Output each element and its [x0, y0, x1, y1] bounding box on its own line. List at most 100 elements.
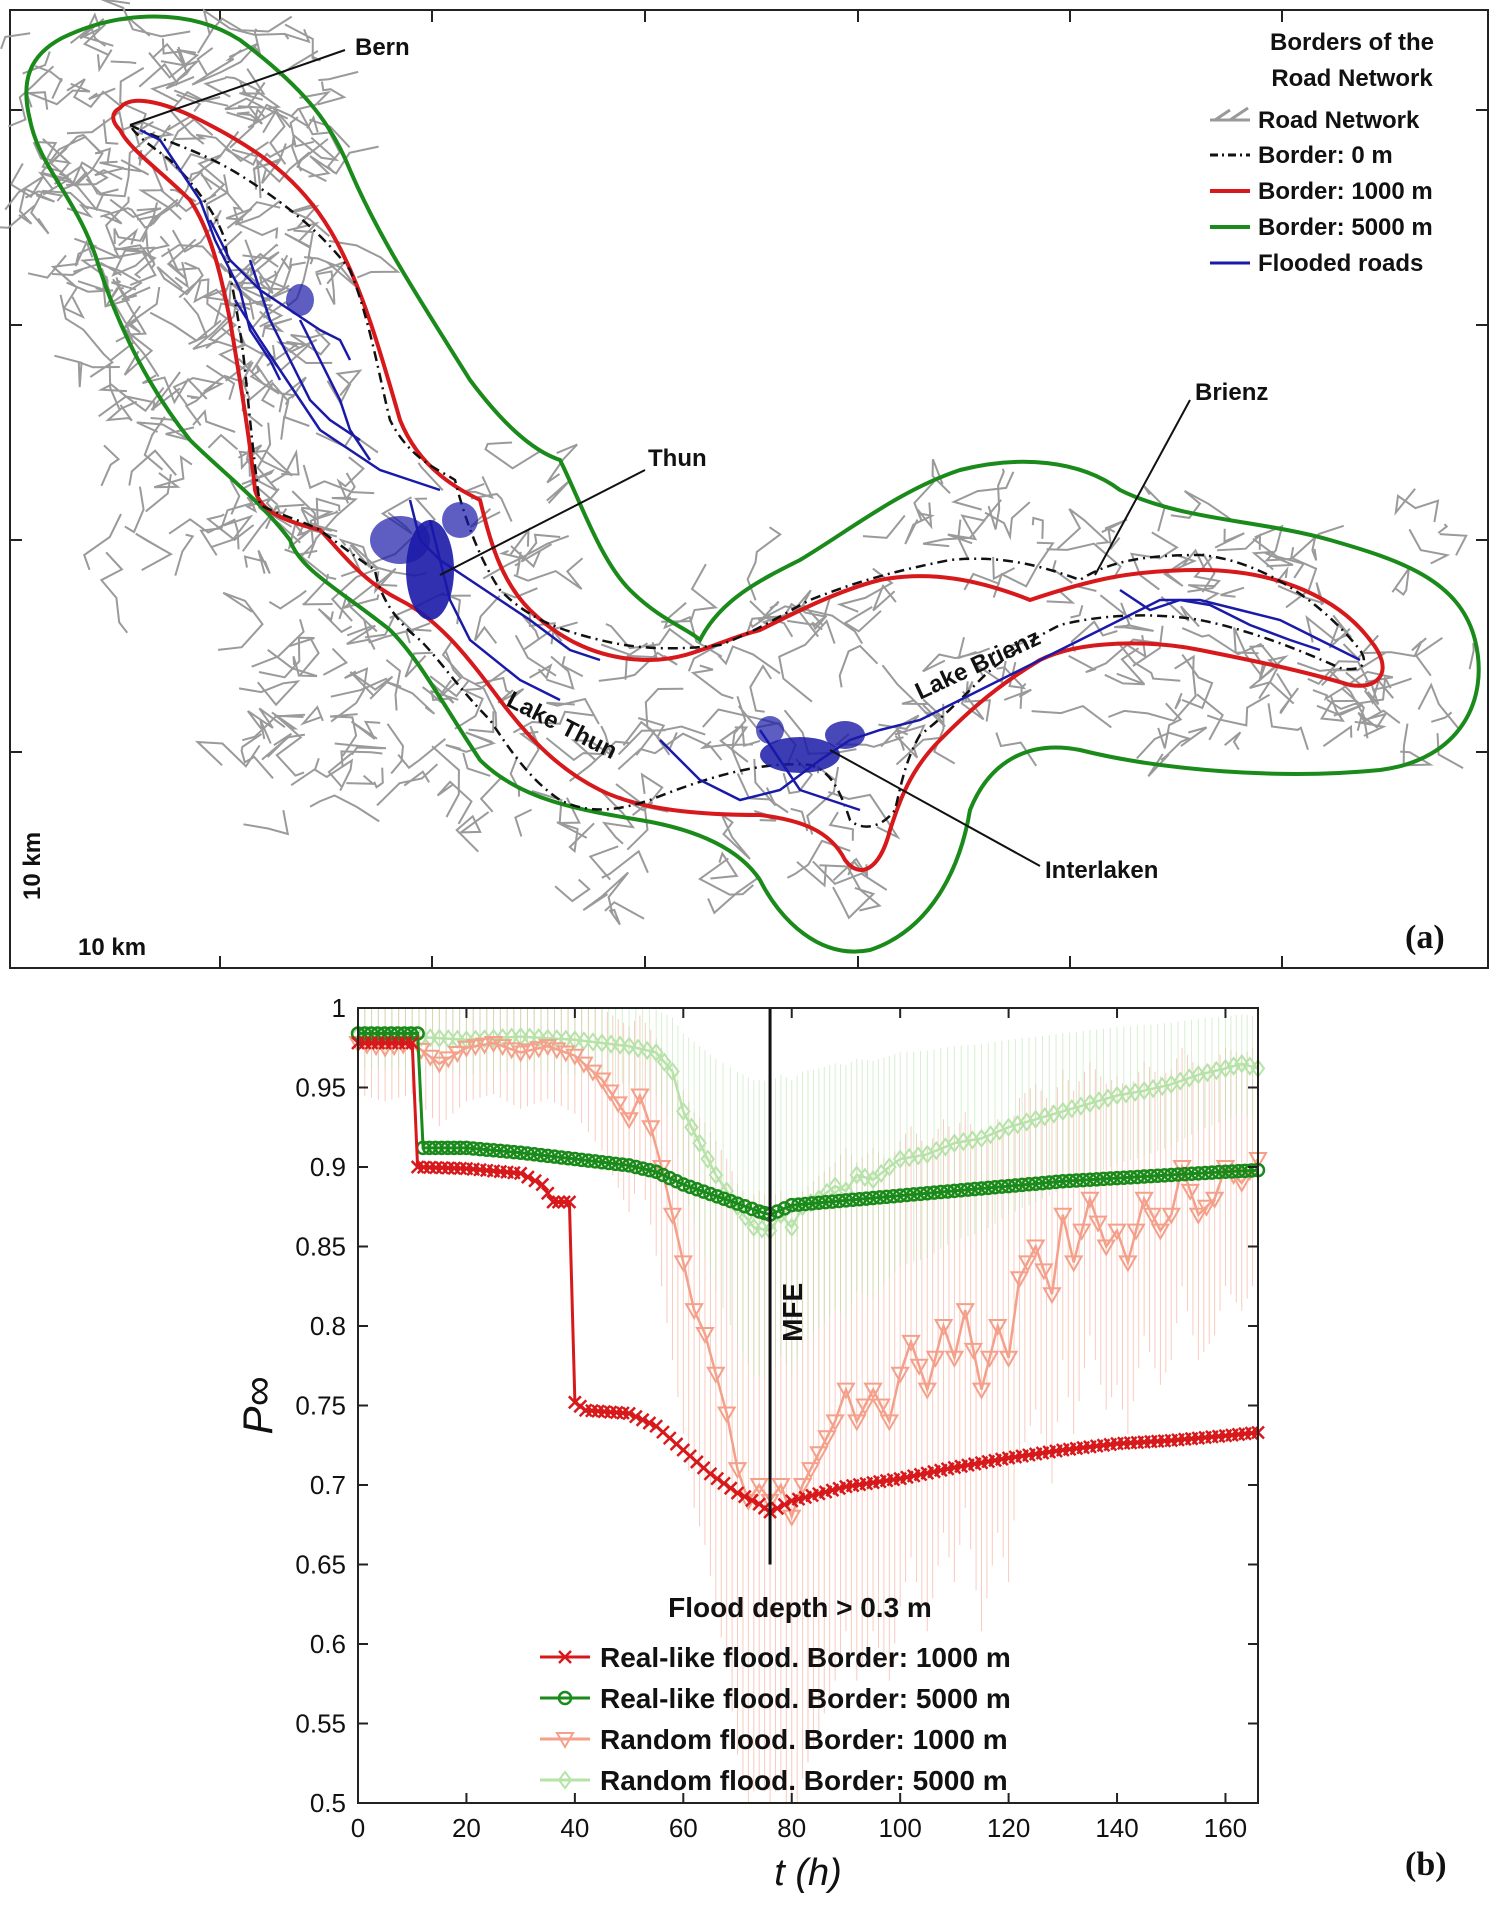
- marker-x: [717, 1476, 731, 1491]
- road-segment: [83, 513, 122, 571]
- marker-circle: [1082, 1172, 1098, 1187]
- road-segment: [217, 591, 264, 651]
- scale-label-y: 10 km: [19, 832, 46, 900]
- marker-x: [557, 1195, 571, 1209]
- road-segment: [1031, 704, 1112, 729]
- road-segment: [922, 704, 946, 728]
- x-tick-label: 160: [1204, 1813, 1247, 1843]
- legend-label: Random flood. Border: 5000 m: [600, 1765, 1008, 1796]
- road-segment: [1408, 528, 1451, 565]
- marker-circle: [696, 1184, 711, 1199]
- marker-x: [745, 1493, 759, 1508]
- marker-diamond: [1226, 1056, 1241, 1076]
- road-segment: [1363, 637, 1427, 658]
- axes-layer: 0 20 40 60 80 100 120 140 160 0.5 0.55 0.6 0.65 0.7 0.…: [234, 993, 1259, 1894]
- marker-diamond: [1242, 1056, 1258, 1076]
- road-segment: [232, 206, 279, 239]
- marker-triangle: [727, 1462, 748, 1480]
- marker-circle: [574, 1152, 589, 1168]
- svg-text:Border: 1000 m: Border: 1000 m: [1258, 178, 1433, 205]
- marker-circle: [1089, 1172, 1104, 1187]
- road-segment: [832, 886, 876, 920]
- road-segment: [710, 851, 739, 880]
- marker-x: [777, 1497, 792, 1512]
- marker-triangle: [988, 1319, 1008, 1337]
- marker-triangle: [917, 1382, 938, 1400]
- marker-diamond: [746, 1217, 762, 1238]
- marker-circle: [913, 1186, 928, 1202]
- road-segment: [166, 238, 197, 280]
- marker-circle: [1123, 1170, 1138, 1185]
- marker-circle: [560, 1151, 576, 1166]
- marker-x: [703, 1466, 718, 1481]
- road-segment: [640, 772, 664, 811]
- y-tick-label: 0.95: [295, 1073, 346, 1103]
- marker-circle: [486, 1143, 501, 1158]
- road-segment: [1132, 625, 1164, 667]
- road-segment: [253, 261, 306, 291]
- road-segment: [166, 118, 196, 152]
- marker-diamond: [1218, 1058, 1233, 1079]
- road-segment: [787, 614, 828, 631]
- road-segment: [1174, 654, 1195, 672]
- road-segment: [299, 705, 324, 726]
- road-segment: [904, 512, 935, 545]
- marker-circle: [1204, 1165, 1220, 1180]
- road-segment: [570, 725, 613, 762]
- road-segment: [244, 239, 279, 267]
- marker-circle: [994, 1179, 1010, 1194]
- road-segment: [205, 513, 255, 542]
- marker-circle: [499, 1144, 515, 1159]
- marker-circle: [1042, 1175, 1057, 1190]
- marker-circle: [377, 1026, 392, 1041]
- road-segment: [984, 501, 1031, 541]
- road-segment: [588, 845, 619, 881]
- marker-triangle: [871, 1398, 891, 1416]
- marker-triangle: [749, 1478, 769, 1496]
- marker-diamond: [513, 1026, 528, 1047]
- marker-circle: [953, 1183, 969, 1198]
- road-segment: [464, 475, 494, 500]
- marker-triangle: [782, 1509, 802, 1527]
- panel-label-a: (a): [1405, 919, 1445, 956]
- marker-circle: [859, 1191, 874, 1206]
- legend-title: Flood depth > 0.3 m: [668, 1592, 932, 1623]
- marker-x: [628, 1409, 643, 1424]
- road-segment: [1142, 484, 1166, 532]
- y-tick-label: 0.9: [310, 1152, 346, 1182]
- marker-triangle: [901, 1334, 921, 1352]
- road-segment: [960, 681, 985, 721]
- marker-circle: [587, 1154, 603, 1169]
- road-segment: [265, 503, 305, 530]
- road-segment: [172, 376, 225, 407]
- svg-text:Road Network: Road Network: [1258, 107, 1420, 134]
- road-segment: [1104, 672, 1146, 686]
- marker-diamond: [594, 1033, 610, 1053]
- road-segment: [334, 742, 387, 756]
- marker-circle: [1116, 1170, 1132, 1185]
- place-label-interlaken: Interlaken: [1045, 857, 1158, 884]
- road-segment: [1107, 527, 1121, 551]
- marker-triangle: [955, 1303, 975, 1321]
- marker-circle: [872, 1190, 888, 1205]
- marker-circle: [974, 1181, 989, 1196]
- marker-circle: [682, 1179, 698, 1195]
- road-segment: [362, 618, 432, 644]
- road-segment: [149, 311, 222, 342]
- series-line: [357, 1033, 1259, 1232]
- marker-triangle: [641, 1120, 661, 1138]
- marker-circle: [906, 1187, 921, 1202]
- road-segment: [546, 697, 600, 725]
- road-segment: [1248, 645, 1267, 681]
- marker-triangle: [1107, 1223, 1127, 1241]
- road-segment: [145, 474, 172, 513]
- marker-circle: [744, 1201, 760, 1217]
- map-legend: Borders of the Road Network Road Network…: [1210, 29, 1434, 277]
- marker-triangle: [1118, 1255, 1138, 1273]
- marker-triangle: [619, 1112, 639, 1130]
- road-segment: [514, 551, 522, 576]
- marker-circle: [689, 1182, 705, 1197]
- road-segment: [308, 145, 379, 178]
- road-segment: [260, 381, 290, 418]
- marker-circle: [1211, 1164, 1226, 1180]
